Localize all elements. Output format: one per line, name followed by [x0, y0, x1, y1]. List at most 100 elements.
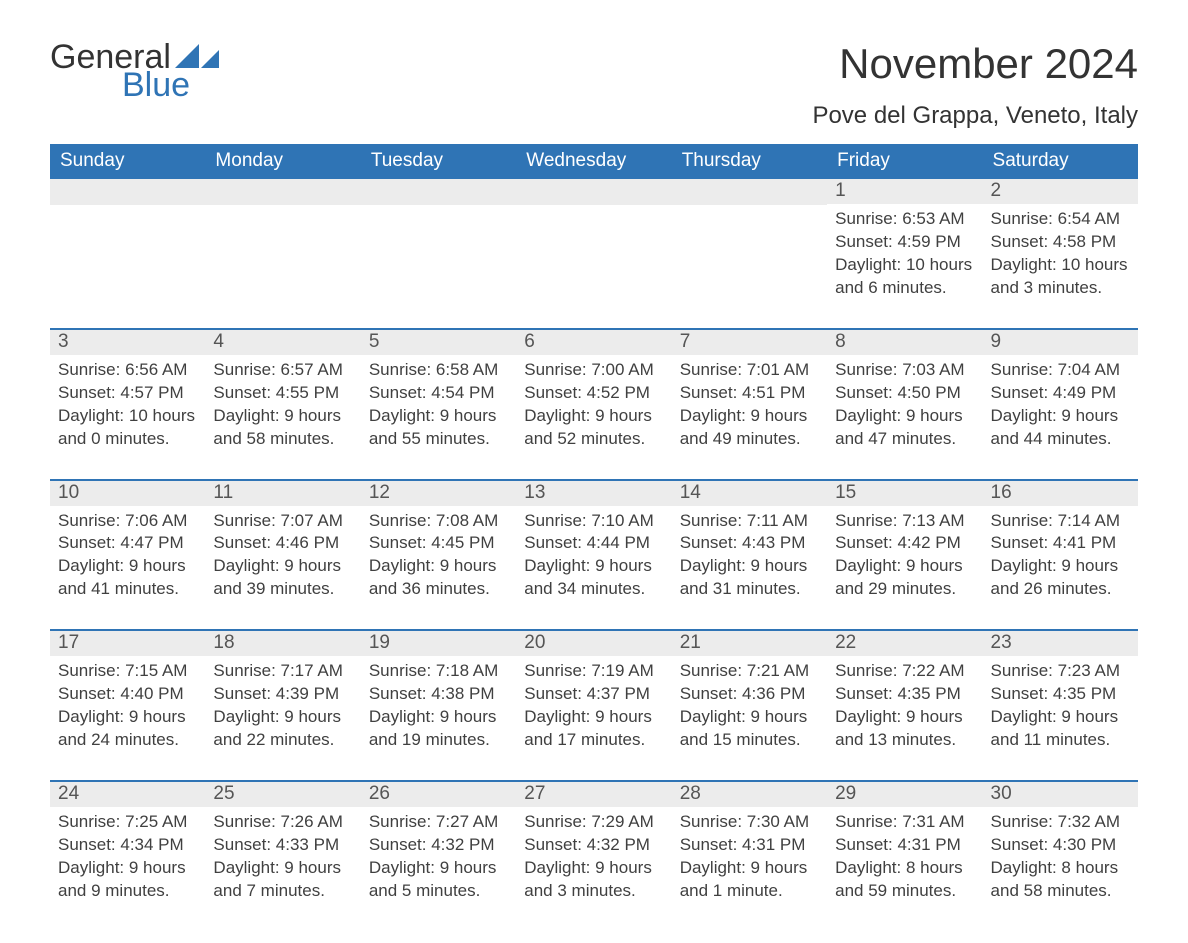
sunset-text: Sunset: 4:35 PM [991, 683, 1130, 706]
sunset-text: Sunset: 4:37 PM [524, 683, 663, 706]
day-number: 27 [516, 782, 671, 807]
day-body: Sunrise: 7:08 AMSunset: 4:45 PMDaylight:… [361, 506, 516, 602]
day-number-empty [50, 179, 205, 205]
daylight-text: Daylight: 9 hours and 19 minutes. [369, 706, 508, 752]
sunrise-text: Sunrise: 6:56 AM [58, 359, 197, 382]
day-cell: 4Sunrise: 6:57 AMSunset: 4:55 PMDaylight… [205, 330, 360, 451]
sunrise-text: Sunrise: 7:15 AM [58, 660, 197, 683]
sunrise-text: Sunrise: 7:29 AM [524, 811, 663, 834]
daylight-text: Daylight: 9 hours and 34 minutes. [524, 555, 663, 601]
sunset-text: Sunset: 4:39 PM [213, 683, 352, 706]
sunset-text: Sunset: 4:30 PM [991, 834, 1130, 857]
weekday-header: Friday [827, 144, 982, 179]
day-cell: 12Sunrise: 7:08 AMSunset: 4:45 PMDayligh… [361, 481, 516, 602]
day-number: 23 [983, 631, 1138, 656]
weekday-header: Thursday [672, 144, 827, 179]
location: Pove del Grappa, Veneto, Italy [812, 102, 1138, 130]
day-body: Sunrise: 7:00 AMSunset: 4:52 PMDaylight:… [516, 355, 671, 451]
daylight-text: Daylight: 9 hours and 22 minutes. [213, 706, 352, 752]
daylight-text: Daylight: 9 hours and 49 minutes. [680, 405, 819, 451]
weeks-container: 1Sunrise: 6:53 AMSunset: 4:59 PMDaylight… [50, 179, 1138, 903]
day-number: 2 [983, 179, 1138, 204]
sunrise-text: Sunrise: 7:13 AM [835, 510, 974, 533]
day-body: Sunrise: 6:56 AMSunset: 4:57 PMDaylight:… [50, 355, 205, 451]
sunrise-text: Sunrise: 7:08 AM [369, 510, 508, 533]
sunset-text: Sunset: 4:55 PM [213, 382, 352, 405]
sunset-text: Sunset: 4:49 PM [991, 382, 1130, 405]
daylight-text: Daylight: 9 hours and 58 minutes. [213, 405, 352, 451]
day-cell: 26Sunrise: 7:27 AMSunset: 4:32 PMDayligh… [361, 782, 516, 903]
day-number: 29 [827, 782, 982, 807]
day-number: 13 [516, 481, 671, 506]
day-body: Sunrise: 7:10 AMSunset: 4:44 PMDaylight:… [516, 506, 671, 602]
sunrise-text: Sunrise: 6:54 AM [991, 208, 1130, 231]
day-body: Sunrise: 7:13 AMSunset: 4:42 PMDaylight:… [827, 506, 982, 602]
sunset-text: Sunset: 4:54 PM [369, 382, 508, 405]
day-cell: 5Sunrise: 6:58 AMSunset: 4:54 PMDaylight… [361, 330, 516, 451]
day-body: Sunrise: 7:15 AMSunset: 4:40 PMDaylight:… [50, 656, 205, 752]
sunrise-text: Sunrise: 6:57 AM [213, 359, 352, 382]
sunset-text: Sunset: 4:31 PM [680, 834, 819, 857]
day-cell [516, 179, 671, 300]
day-number: 17 [50, 631, 205, 656]
day-cell: 15Sunrise: 7:13 AMSunset: 4:42 PMDayligh… [827, 481, 982, 602]
day-cell: 22Sunrise: 7:22 AMSunset: 4:35 PMDayligh… [827, 631, 982, 752]
title-block: November 2024 Pove del Grappa, Veneto, I… [812, 40, 1138, 130]
weekday-header: Saturday [983, 144, 1138, 179]
day-body: Sunrise: 7:19 AMSunset: 4:37 PMDaylight:… [516, 656, 671, 752]
day-body: Sunrise: 7:23 AMSunset: 4:35 PMDaylight:… [983, 656, 1138, 752]
day-cell: 24Sunrise: 7:25 AMSunset: 4:34 PMDayligh… [50, 782, 205, 903]
daylight-text: Daylight: 9 hours and 1 minute. [680, 857, 819, 903]
day-body: Sunrise: 7:21 AMSunset: 4:36 PMDaylight:… [672, 656, 827, 752]
day-body: Sunrise: 7:26 AMSunset: 4:33 PMDaylight:… [205, 807, 360, 903]
day-number: 25 [205, 782, 360, 807]
day-body: Sunrise: 6:57 AMSunset: 4:55 PMDaylight:… [205, 355, 360, 451]
day-number: 20 [516, 631, 671, 656]
sunset-text: Sunset: 4:42 PM [835, 532, 974, 555]
day-number: 14 [672, 481, 827, 506]
sunrise-text: Sunrise: 7:26 AM [213, 811, 352, 834]
day-body: Sunrise: 7:11 AMSunset: 4:43 PMDaylight:… [672, 506, 827, 602]
sunset-text: Sunset: 4:57 PM [58, 382, 197, 405]
daylight-text: Daylight: 9 hours and 52 minutes. [524, 405, 663, 451]
day-body: Sunrise: 7:06 AMSunset: 4:47 PMDaylight:… [50, 506, 205, 602]
day-number: 1 [827, 179, 982, 204]
calendar: Sunday Monday Tuesday Wednesday Thursday… [50, 144, 1138, 903]
daylight-text: Daylight: 9 hours and 15 minutes. [680, 706, 819, 752]
day-number: 8 [827, 330, 982, 355]
weekday-header-row: Sunday Monday Tuesday Wednesday Thursday… [50, 144, 1138, 179]
day-number: 16 [983, 481, 1138, 506]
sunrise-text: Sunrise: 6:53 AM [835, 208, 974, 231]
day-cell: 21Sunrise: 7:21 AMSunset: 4:36 PMDayligh… [672, 631, 827, 752]
day-cell: 16Sunrise: 7:14 AMSunset: 4:41 PMDayligh… [983, 481, 1138, 602]
day-number-empty [205, 179, 360, 205]
daylight-text: Daylight: 9 hours and 47 minutes. [835, 405, 974, 451]
sunrise-text: Sunrise: 7:07 AM [213, 510, 352, 533]
daylight-text: Daylight: 9 hours and 24 minutes. [58, 706, 197, 752]
sunset-text: Sunset: 4:50 PM [835, 382, 974, 405]
daylight-text: Daylight: 9 hours and 17 minutes. [524, 706, 663, 752]
day-cell: 17Sunrise: 7:15 AMSunset: 4:40 PMDayligh… [50, 631, 205, 752]
day-body: Sunrise: 7:01 AMSunset: 4:51 PMDaylight:… [672, 355, 827, 451]
daylight-text: Daylight: 9 hours and 3 minutes. [524, 857, 663, 903]
day-cell [205, 179, 360, 300]
sunrise-text: Sunrise: 7:19 AM [524, 660, 663, 683]
day-body: Sunrise: 7:07 AMSunset: 4:46 PMDaylight:… [205, 506, 360, 602]
daylight-text: Daylight: 8 hours and 58 minutes. [991, 857, 1130, 903]
day-number: 3 [50, 330, 205, 355]
sunrise-text: Sunrise: 7:04 AM [991, 359, 1130, 382]
sunset-text: Sunset: 4:41 PM [991, 532, 1130, 555]
day-body: Sunrise: 7:18 AMSunset: 4:38 PMDaylight:… [361, 656, 516, 752]
day-cell: 10Sunrise: 7:06 AMSunset: 4:47 PMDayligh… [50, 481, 205, 602]
weekday-header: Monday [205, 144, 360, 179]
daylight-text: Daylight: 10 hours and 3 minutes. [991, 254, 1130, 300]
sunrise-text: Sunrise: 7:06 AM [58, 510, 197, 533]
day-cell: 23Sunrise: 7:23 AMSunset: 4:35 PMDayligh… [983, 631, 1138, 752]
daylight-text: Daylight: 9 hours and 44 minutes. [991, 405, 1130, 451]
sunrise-text: Sunrise: 6:58 AM [369, 359, 508, 382]
sunrise-text: Sunrise: 7:30 AM [680, 811, 819, 834]
day-body: Sunrise: 7:04 AMSunset: 4:49 PMDaylight:… [983, 355, 1138, 451]
day-number: 24 [50, 782, 205, 807]
day-cell: 7Sunrise: 7:01 AMSunset: 4:51 PMDaylight… [672, 330, 827, 451]
week-row: 10Sunrise: 7:06 AMSunset: 4:47 PMDayligh… [50, 479, 1138, 602]
